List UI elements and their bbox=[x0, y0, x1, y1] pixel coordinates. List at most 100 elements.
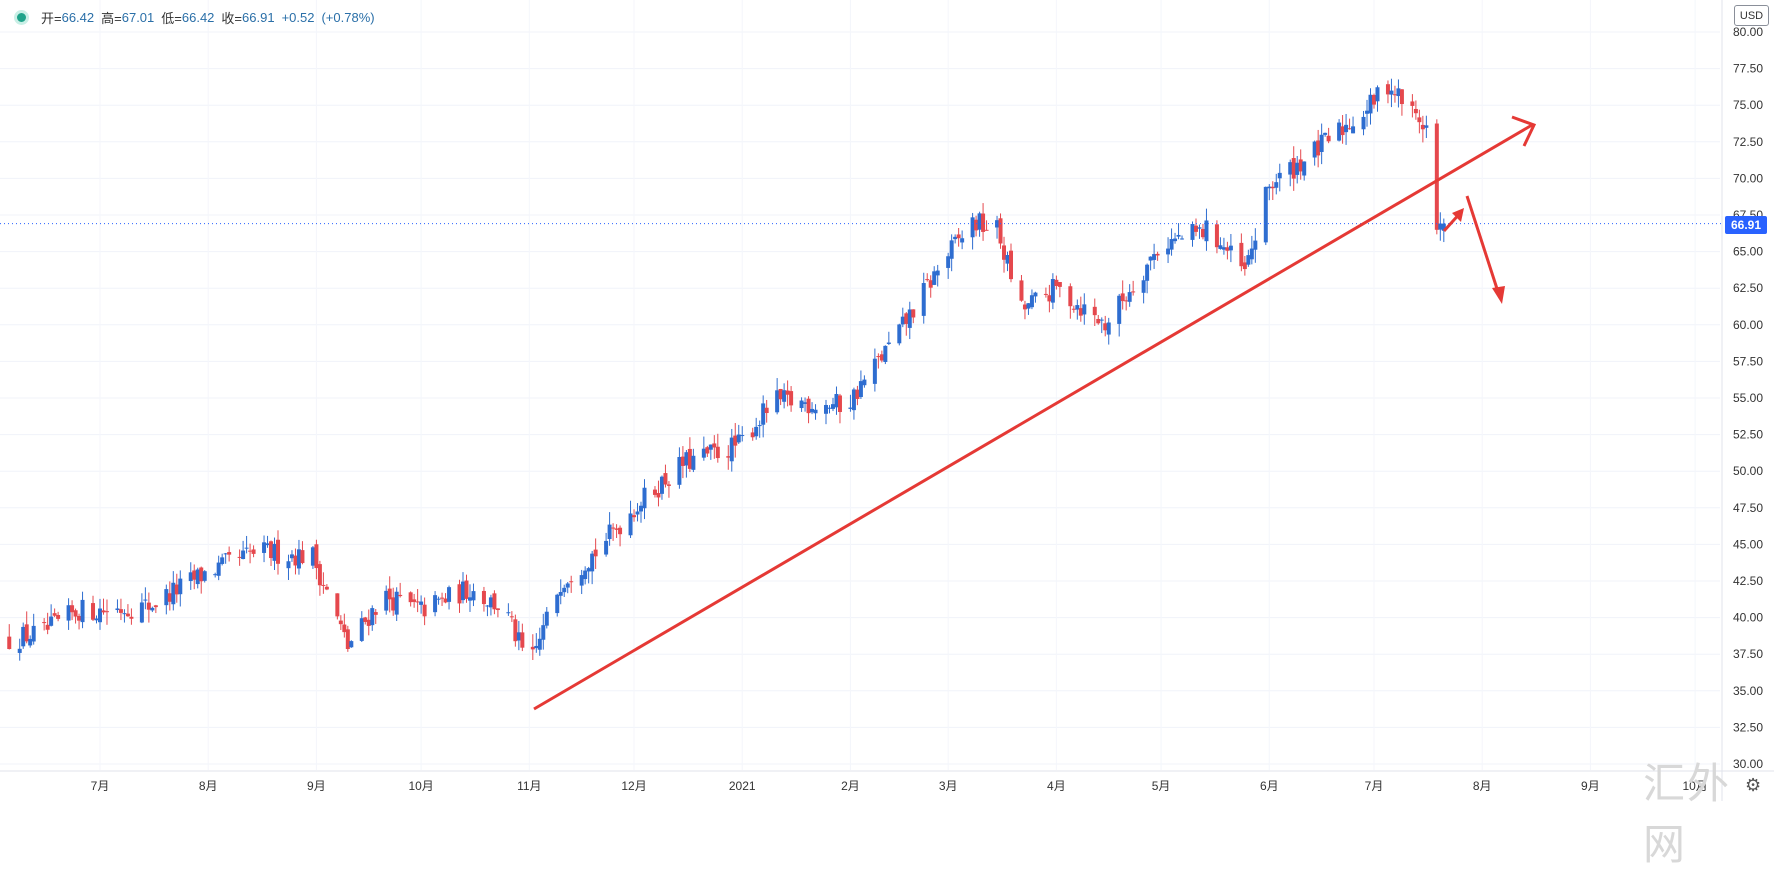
candle-body bbox=[1120, 293, 1125, 302]
candle-body bbox=[1117, 295, 1122, 324]
candle-body bbox=[164, 589, 169, 606]
candle-body bbox=[464, 580, 469, 599]
candle-body bbox=[851, 389, 856, 411]
candle-body bbox=[970, 217, 975, 238]
candle-body bbox=[1246, 255, 1251, 265]
x-tick-label: 9月 bbox=[1581, 779, 1600, 793]
y-tick-label: 70.00 bbox=[1733, 171, 1763, 185]
candle-body bbox=[932, 271, 937, 285]
candle-body bbox=[94, 618, 99, 621]
candle-body bbox=[387, 588, 392, 600]
candle-body bbox=[1033, 292, 1038, 297]
candle-body bbox=[785, 390, 790, 395]
candle-body bbox=[1096, 318, 1101, 324]
y-tick-label: 50.00 bbox=[1733, 464, 1763, 478]
candle-body bbox=[1047, 295, 1052, 302]
x-tick-label: 2021 bbox=[729, 779, 756, 793]
candle-body bbox=[1197, 227, 1202, 229]
candle-body bbox=[1180, 238, 1185, 240]
candle-body bbox=[960, 238, 965, 243]
close-label: 收= bbox=[221, 11, 243, 26]
candle-body bbox=[712, 443, 717, 448]
candle-body bbox=[733, 435, 738, 446]
candle-body bbox=[349, 641, 354, 648]
candle-body bbox=[286, 561, 291, 569]
candle-body bbox=[366, 619, 371, 626]
candle-body bbox=[830, 404, 835, 409]
candle-body bbox=[565, 583, 570, 588]
low-label: 低= bbox=[161, 11, 182, 26]
candle-body bbox=[586, 568, 591, 572]
x-tick-label: 11月 bbox=[517, 779, 541, 793]
candle-body bbox=[813, 409, 818, 414]
candle-body bbox=[24, 624, 29, 642]
price-chart[interactable]: 80.0077.5075.0072.5070.0067.5065.0062.50… bbox=[0, 0, 1774, 801]
candle-body bbox=[534, 645, 539, 649]
candle-body bbox=[1375, 87, 1380, 102]
candle-body bbox=[415, 601, 420, 603]
y-tick-label: 47.50 bbox=[1733, 501, 1763, 515]
candle-body bbox=[1103, 323, 1108, 331]
y-tick-label: 32.50 bbox=[1733, 720, 1763, 734]
candle-body bbox=[1438, 223, 1443, 230]
candle-body bbox=[467, 597, 472, 601]
candle-body bbox=[1302, 161, 1307, 176]
candle-body bbox=[834, 394, 839, 408]
candle-body bbox=[656, 493, 661, 498]
candle-body bbox=[1099, 319, 1104, 321]
candle-body bbox=[495, 608, 500, 611]
candle-body bbox=[447, 587, 452, 602]
candle-body bbox=[269, 541, 274, 559]
candle-body bbox=[150, 607, 155, 611]
candle-body bbox=[167, 593, 172, 602]
trend-line bbox=[533, 123, 1533, 711]
candle-body bbox=[195, 569, 200, 585]
candle-body bbox=[855, 389, 860, 399]
candle-body bbox=[611, 527, 616, 529]
candle-body bbox=[1152, 254, 1157, 260]
candle-body bbox=[1396, 88, 1401, 97]
candle-body bbox=[663, 473, 668, 485]
candle-body bbox=[1043, 293, 1048, 295]
candle-body bbox=[1385, 84, 1390, 95]
candle-body bbox=[754, 426, 759, 437]
low-value: 66.42 bbox=[181, 10, 215, 25]
candle-body bbox=[705, 447, 710, 454]
x-axis: 7月 8月 9月 10月 11月 12月 2021 2月 3月 4月 5月 6月 7月 8月 9月 10月 bbox=[0, 770, 1774, 793]
candle-body bbox=[1413, 108, 1418, 114]
candle-body bbox=[363, 617, 368, 622]
candle-body bbox=[248, 550, 253, 552]
candle-body bbox=[921, 283, 926, 316]
gear-icon[interactable]: ⚙ bbox=[1745, 775, 1762, 795]
candle-body bbox=[45, 624, 50, 630]
y-tick-label: 65.00 bbox=[1733, 245, 1763, 259]
candle-body bbox=[146, 602, 151, 610]
currency-button[interactable]: USD bbox=[1734, 5, 1769, 26]
candle-body bbox=[1337, 122, 1342, 141]
candle-body bbox=[1071, 308, 1076, 310]
candle-body bbox=[928, 280, 933, 288]
candle-body bbox=[1420, 124, 1425, 130]
y-tick-label: 62.50 bbox=[1733, 281, 1763, 295]
candle-body bbox=[1190, 223, 1195, 240]
candle-body bbox=[516, 632, 521, 641]
candle-body bbox=[642, 487, 647, 509]
candle-body bbox=[471, 591, 476, 601]
candle-body bbox=[904, 313, 909, 324]
candle-body bbox=[1141, 280, 1146, 293]
candle-body bbox=[1019, 280, 1024, 301]
candle-body bbox=[1127, 292, 1132, 302]
candle-body bbox=[1288, 162, 1293, 175]
candle-body bbox=[216, 562, 221, 576]
candle-body bbox=[1295, 162, 1300, 175]
x-tick-label: 12月 bbox=[621, 779, 646, 793]
candle-body bbox=[178, 578, 183, 595]
candle-body bbox=[17, 648, 22, 653]
candle-body bbox=[272, 543, 277, 561]
candle-body bbox=[42, 622, 47, 624]
candle-body bbox=[659, 476, 664, 494]
candle-body bbox=[192, 570, 197, 580]
trend-drawings bbox=[0, 115, 1722, 711]
candle-body bbox=[1050, 279, 1055, 303]
candle-body bbox=[359, 618, 364, 641]
